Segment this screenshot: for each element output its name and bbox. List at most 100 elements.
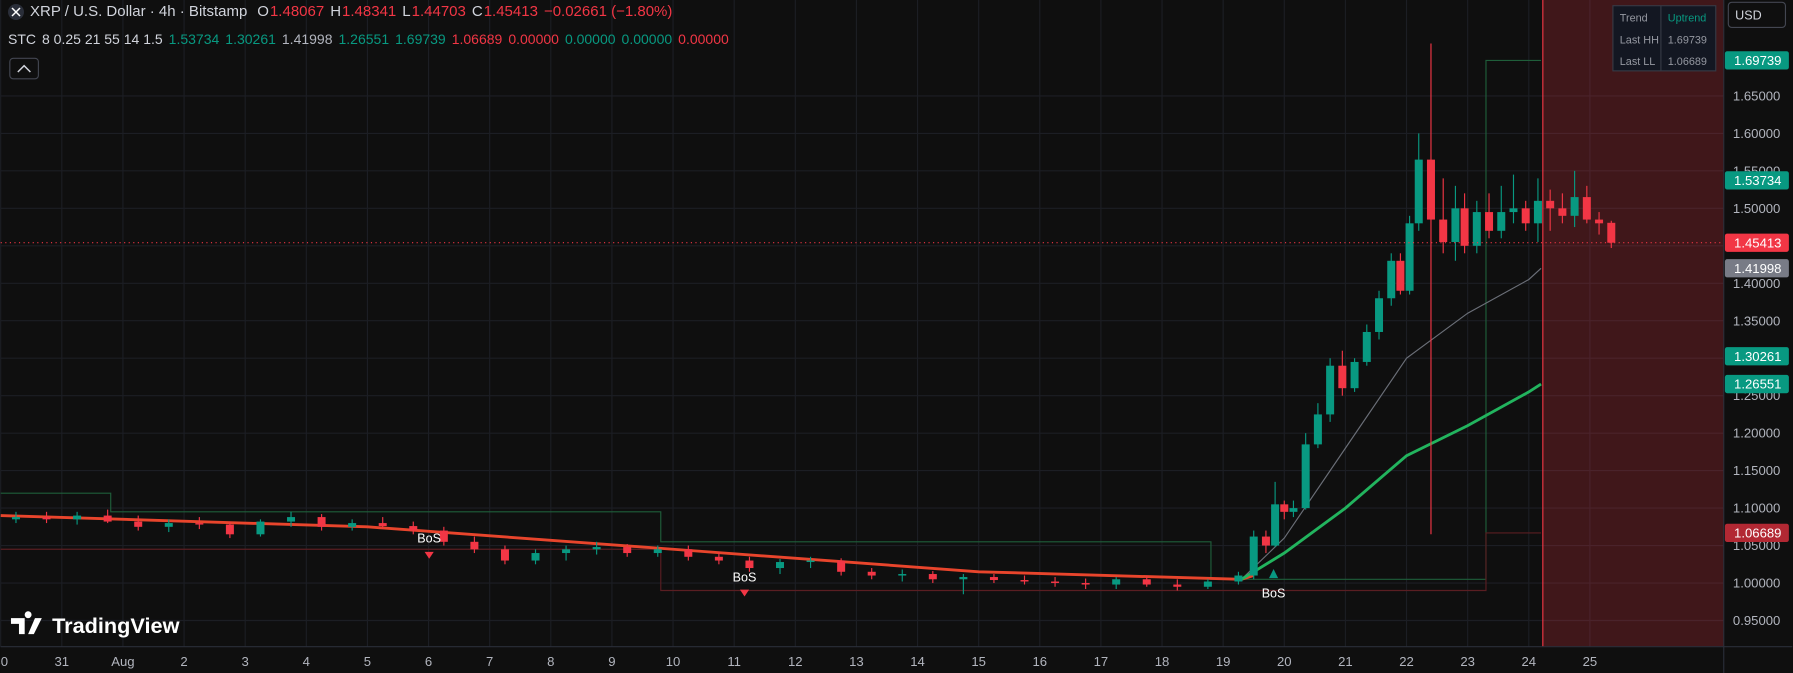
ohlc-key: L [402, 3, 411, 20]
candle-body [684, 549, 693, 557]
x-tick-label: 8 [547, 654, 554, 669]
x-tick-label: 10 [666, 654, 681, 669]
candle-body [1595, 219, 1604, 224]
price-tag [1724, 233, 1789, 252]
candle-body [500, 549, 509, 561]
price-tag [1724, 51, 1789, 70]
y-tick-label: 1.10000 [1733, 501, 1780, 516]
currency-button[interactable] [1727, 1, 1787, 28]
candle-body [287, 517, 296, 522]
candle-body [1261, 536, 1270, 546]
candle-body [776, 562, 785, 569]
indicator-value: 0.00000 [564, 31, 616, 47]
ohlc: O 1.48067 H 1.48341 L 1.44703 C 1.45413 [257, 3, 538, 20]
annotation: BoS [417, 532, 441, 546]
x-tick-label: 12 [788, 654, 803, 669]
annotation: BoS [733, 571, 757, 585]
candle-body [1051, 581, 1060, 584]
info-table-cell: Last LL [1620, 56, 1656, 68]
candle-body [592, 547, 601, 550]
ohlc-value: 1.48067 [269, 3, 325, 20]
candle-body [470, 541, 479, 550]
candle-body [1313, 414, 1322, 445]
candle-body [195, 523, 204, 525]
price-tag-label: 1.26551 [1734, 377, 1781, 392]
candle-body [164, 523, 173, 527]
candle-body [1173, 584, 1182, 587]
ohlc-value: 1.44703 [411, 3, 466, 20]
logo-text: TradingView [52, 613, 179, 638]
candle-body [989, 577, 998, 581]
candle-body [1582, 197, 1591, 220]
change: −0.02661 (−1.80%) [543, 3, 673, 20]
price-tag-label: 1.53734 [1734, 173, 1781, 188]
candle-body [409, 526, 418, 531]
annotation-marker [1268, 569, 1279, 579]
candle-body [378, 523, 387, 527]
indicator-line [1240, 382, 1542, 581]
y-tick-label: 1.50000 [1733, 201, 1780, 216]
symbol-icon [8, 3, 24, 20]
price-tag [1724, 171, 1789, 190]
price-tag-label: 1.69739 [1734, 53, 1781, 68]
candle-body [898, 574, 907, 576]
candle-body [1396, 260, 1405, 291]
x-tick-label: 2 [180, 654, 187, 669]
candle-body [1414, 159, 1423, 224]
info-table-bg [1612, 5, 1717, 72]
info-table-cell: 1.69739 [1668, 34, 1707, 46]
candle-body [1112, 579, 1121, 585]
indicator-value: 1.41998 [281, 31, 333, 47]
candle-body [1460, 208, 1469, 246]
x-tick-label: 22 [1399, 654, 1414, 669]
x-tick-label: 17 [1094, 654, 1109, 669]
x-tick-label: 11 [727, 654, 741, 669]
indicator-value: 1.06689 [451, 31, 503, 47]
candle-body [562, 549, 571, 554]
price-tag-label: 1.41998 [1734, 261, 1781, 276]
ohlc-item: L 1.44703 [402, 3, 466, 20]
x-tick-label: 18 [1155, 654, 1170, 669]
indicator-legend: STC 8 0.25 21 55 14 1.5 1.53734 1.30261 1.… [8, 31, 729, 47]
candle-body [623, 547, 632, 554]
price-tag [1724, 347, 1789, 366]
info-table-cell: Last HH [1620, 34, 1659, 46]
collapse-button[interactable] [9, 57, 39, 80]
candle-body [1271, 504, 1280, 546]
indicator-name: STC [8, 31, 36, 47]
currency: USD [1735, 8, 1762, 22]
indicator-value: 0.00000 [678, 31, 729, 47]
candle-body [959, 577, 968, 580]
price-tag-label: 1.06689 [1734, 525, 1781, 540]
candle-body [11, 517, 20, 520]
info-table-cell: Trend [1620, 13, 1648, 25]
candle-body [439, 530, 448, 542]
price-tag [1724, 374, 1789, 394]
candle-body [1558, 208, 1567, 216]
x-tick-label: 23 [1460, 654, 1475, 669]
price-tag-label: 1.30261 [1734, 349, 1781, 364]
candle-body [745, 560, 754, 569]
y-tick-label: 1.60000 [1733, 126, 1780, 141]
candle-body [1362, 331, 1371, 362]
candle-body [714, 556, 723, 561]
indicator-value: 1.26551 [338, 31, 390, 47]
candle-body [103, 515, 112, 522]
candle-body [1387, 260, 1396, 299]
candle-body [1451, 208, 1460, 243]
ohlc-item: C 1.45413 [472, 3, 538, 20]
y-tick-label: 1.40000 [1733, 276, 1780, 291]
candle-body [348, 523, 357, 527]
price-tag [1724, 259, 1789, 278]
x-tick-label: 24 [1521, 654, 1536, 669]
candle-body [867, 571, 876, 576]
x-tick-label: 31 [55, 654, 70, 669]
x-tick-label: 19 [1216, 654, 1231, 669]
y-tick-label: 1.35000 [1733, 313, 1780, 328]
x-tick-label: 9 [608, 654, 615, 669]
logo-icon [10, 611, 42, 635]
candle-body [1497, 212, 1506, 231]
x-tick-label: 15 [971, 654, 986, 669]
ohlc-key: H [330, 3, 342, 20]
